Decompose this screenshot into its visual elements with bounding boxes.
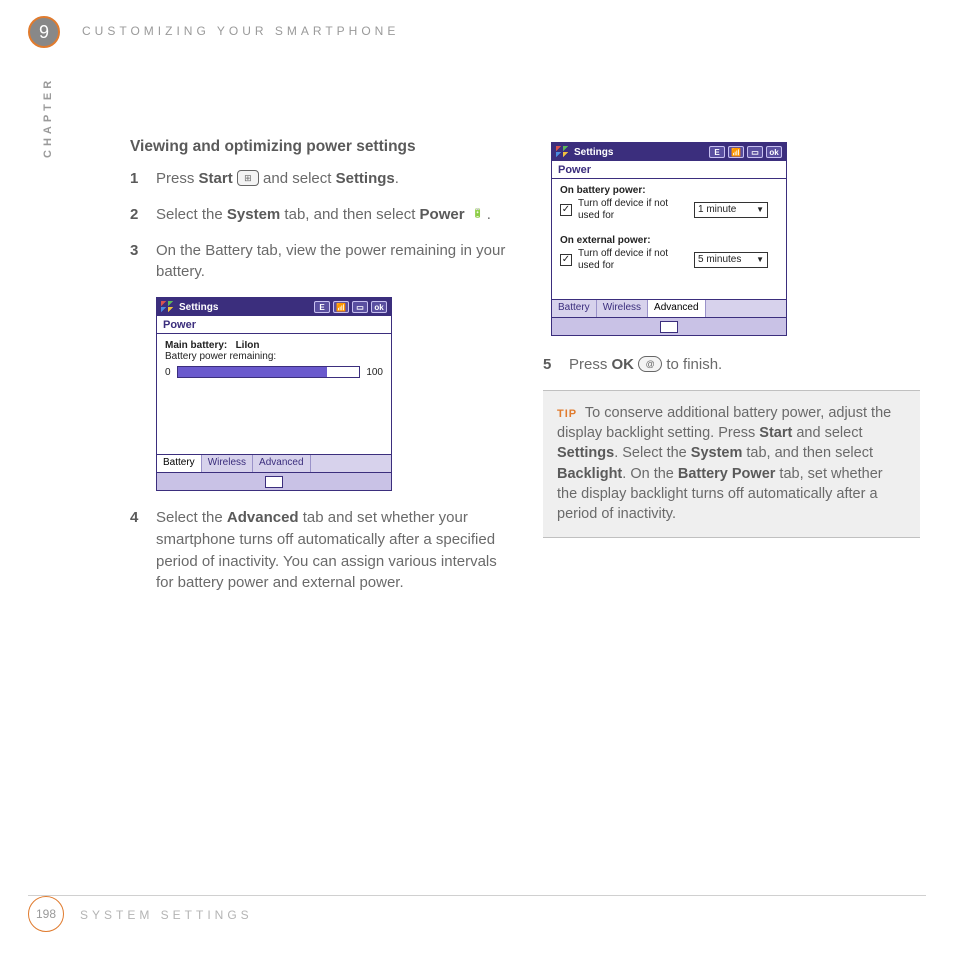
step-body: Select the Advanced tab and set whether … (156, 507, 507, 594)
group-title: On external power: (560, 235, 778, 246)
tip-label: TIP (557, 408, 577, 420)
bar-max: 100 (366, 367, 383, 378)
step-number: 3 (130, 240, 144, 284)
keyboard-icon[interactable] (265, 476, 283, 488)
ev-icon: E (709, 146, 725, 158)
tab-strip: Battery Wireless Advanced (157, 454, 391, 472)
step-body: Press OK @ to finish. (569, 354, 722, 376)
tab-battery[interactable]: Battery (552, 300, 597, 317)
sip-bar (552, 317, 786, 335)
bar-min: 0 (165, 367, 171, 378)
panel-title: Power (157, 316, 391, 334)
battery-bar-row: 0 100 (165, 366, 383, 378)
tip-callout: TIP To conserve additional battery power… (543, 390, 920, 538)
main-battery-row: Main battery: LiIon (165, 340, 383, 351)
tab-strip: Battery Wireless Advanced (552, 299, 786, 317)
chapter-number-badge: 9 (28, 16, 60, 48)
checkbox-external[interactable]: ✓ (560, 254, 572, 266)
step-2: 2 Select the System tab, and then select… (130, 204, 507, 226)
start-icon: ⊞ (237, 170, 259, 186)
battery-icon: ▭ (352, 301, 368, 313)
step-number: 4 (130, 507, 144, 594)
ev-icon: E (314, 301, 330, 313)
chevron-down-icon: ▼ (756, 255, 764, 264)
keyboard-icon[interactable] (660, 321, 678, 333)
battery-bar-fill (178, 367, 327, 377)
step-body: Select the System tab, and then select P… (156, 204, 491, 226)
battery-icon: ▭ (747, 146, 763, 158)
chapter-label-vertical: CHAPTER (42, 77, 54, 158)
sip-bar (157, 472, 391, 490)
chevron-down-icon: ▼ (756, 205, 764, 214)
tab-wireless[interactable]: Wireless (597, 300, 648, 317)
ok-button[interactable]: ok (766, 146, 782, 158)
external-power-group: On external power: ✓ Turn off device if … (560, 235, 778, 271)
step-1: 1 Press Start ⊞ and select Settings. (130, 168, 507, 190)
panel-title: Power (552, 161, 786, 179)
step-body: On the Battery tab, view the power remai… (156, 240, 507, 284)
section-title: Viewing and optimizing power settings (130, 138, 507, 156)
tab-battery[interactable]: Battery (157, 455, 202, 472)
window-titlebar: Settings E 📶 ▭ ok (552, 143, 786, 161)
step-4: 4 Select the Advanced tab and set whethe… (130, 507, 507, 594)
checkbox-label: Turn off device if not used for (578, 198, 688, 221)
signal-icon: 📶 (728, 146, 744, 158)
steps-list-cont: 4 Select the Advanced tab and set whethe… (130, 507, 507, 594)
step-number: 2 (130, 204, 144, 226)
tab-wireless[interactable]: Wireless (202, 455, 253, 472)
panel-body: Main battery: LiIon Battery power remain… (157, 334, 391, 454)
window-titlebar: Settings E 📶 ▭ ok (157, 298, 391, 316)
start-flag-icon (161, 301, 175, 313)
footer-divider (28, 895, 926, 896)
window-title: Settings (574, 147, 613, 158)
footer-title: SYSTEM SETTINGS (80, 908, 253, 922)
ok-key-icon: @ (638, 356, 662, 372)
start-flag-icon (556, 146, 570, 158)
checkbox-label: Turn off device if not used for (578, 248, 688, 271)
signal-icon: 📶 (333, 301, 349, 313)
step-3: 3 On the Battery tab, view the power rem… (130, 240, 507, 284)
tab-advanced[interactable]: Advanced (648, 300, 705, 317)
panel-body: On battery power: ✓ Turn off device if n… (552, 179, 786, 299)
steps-list: 1 Press Start ⊞ and select Settings. 2 S… (130, 168, 507, 283)
dropdown-battery-timeout[interactable]: 1 minute▼ (694, 202, 768, 218)
step-body: Press Start ⊞ and select Settings. (156, 168, 399, 190)
window-title: Settings (179, 302, 218, 313)
content-area: Viewing and optimizing power settings 1 … (130, 138, 920, 608)
remaining-label: Battery power remaining: (165, 351, 383, 362)
checkbox-battery[interactable]: ✓ (560, 204, 572, 216)
power-icon: 🔋 (469, 206, 487, 222)
step-number: 5 (543, 354, 557, 376)
screenshot-advanced-tab: Settings E 📶 ▭ ok Power On battery power… (551, 142, 787, 336)
steps-list-right: 5 Press OK @ to finish. (543, 354, 920, 376)
tab-advanced[interactable]: Advanced (253, 455, 310, 472)
right-column: Settings E 📶 ▭ ok Power On battery power… (543, 138, 920, 608)
battery-power-group: On battery power: ✓ Turn off device if n… (560, 185, 778, 221)
ok-button[interactable]: ok (371, 301, 387, 313)
group-title: On battery power: (560, 185, 778, 196)
step-5: 5 Press OK @ to finish. (543, 354, 920, 376)
step-number: 1 (130, 168, 144, 190)
battery-bar (177, 366, 361, 378)
left-column: Viewing and optimizing power settings 1 … (130, 138, 507, 608)
page-number-badge: 198 (28, 896, 64, 932)
chapter-header: CUSTOMIZING YOUR SMARTPHONE (82, 24, 399, 38)
screenshot-battery-tab: Settings E 📶 ▭ ok Power Main battery: Li… (156, 297, 392, 491)
dropdown-external-timeout[interactable]: 5 minutes▼ (694, 252, 768, 268)
